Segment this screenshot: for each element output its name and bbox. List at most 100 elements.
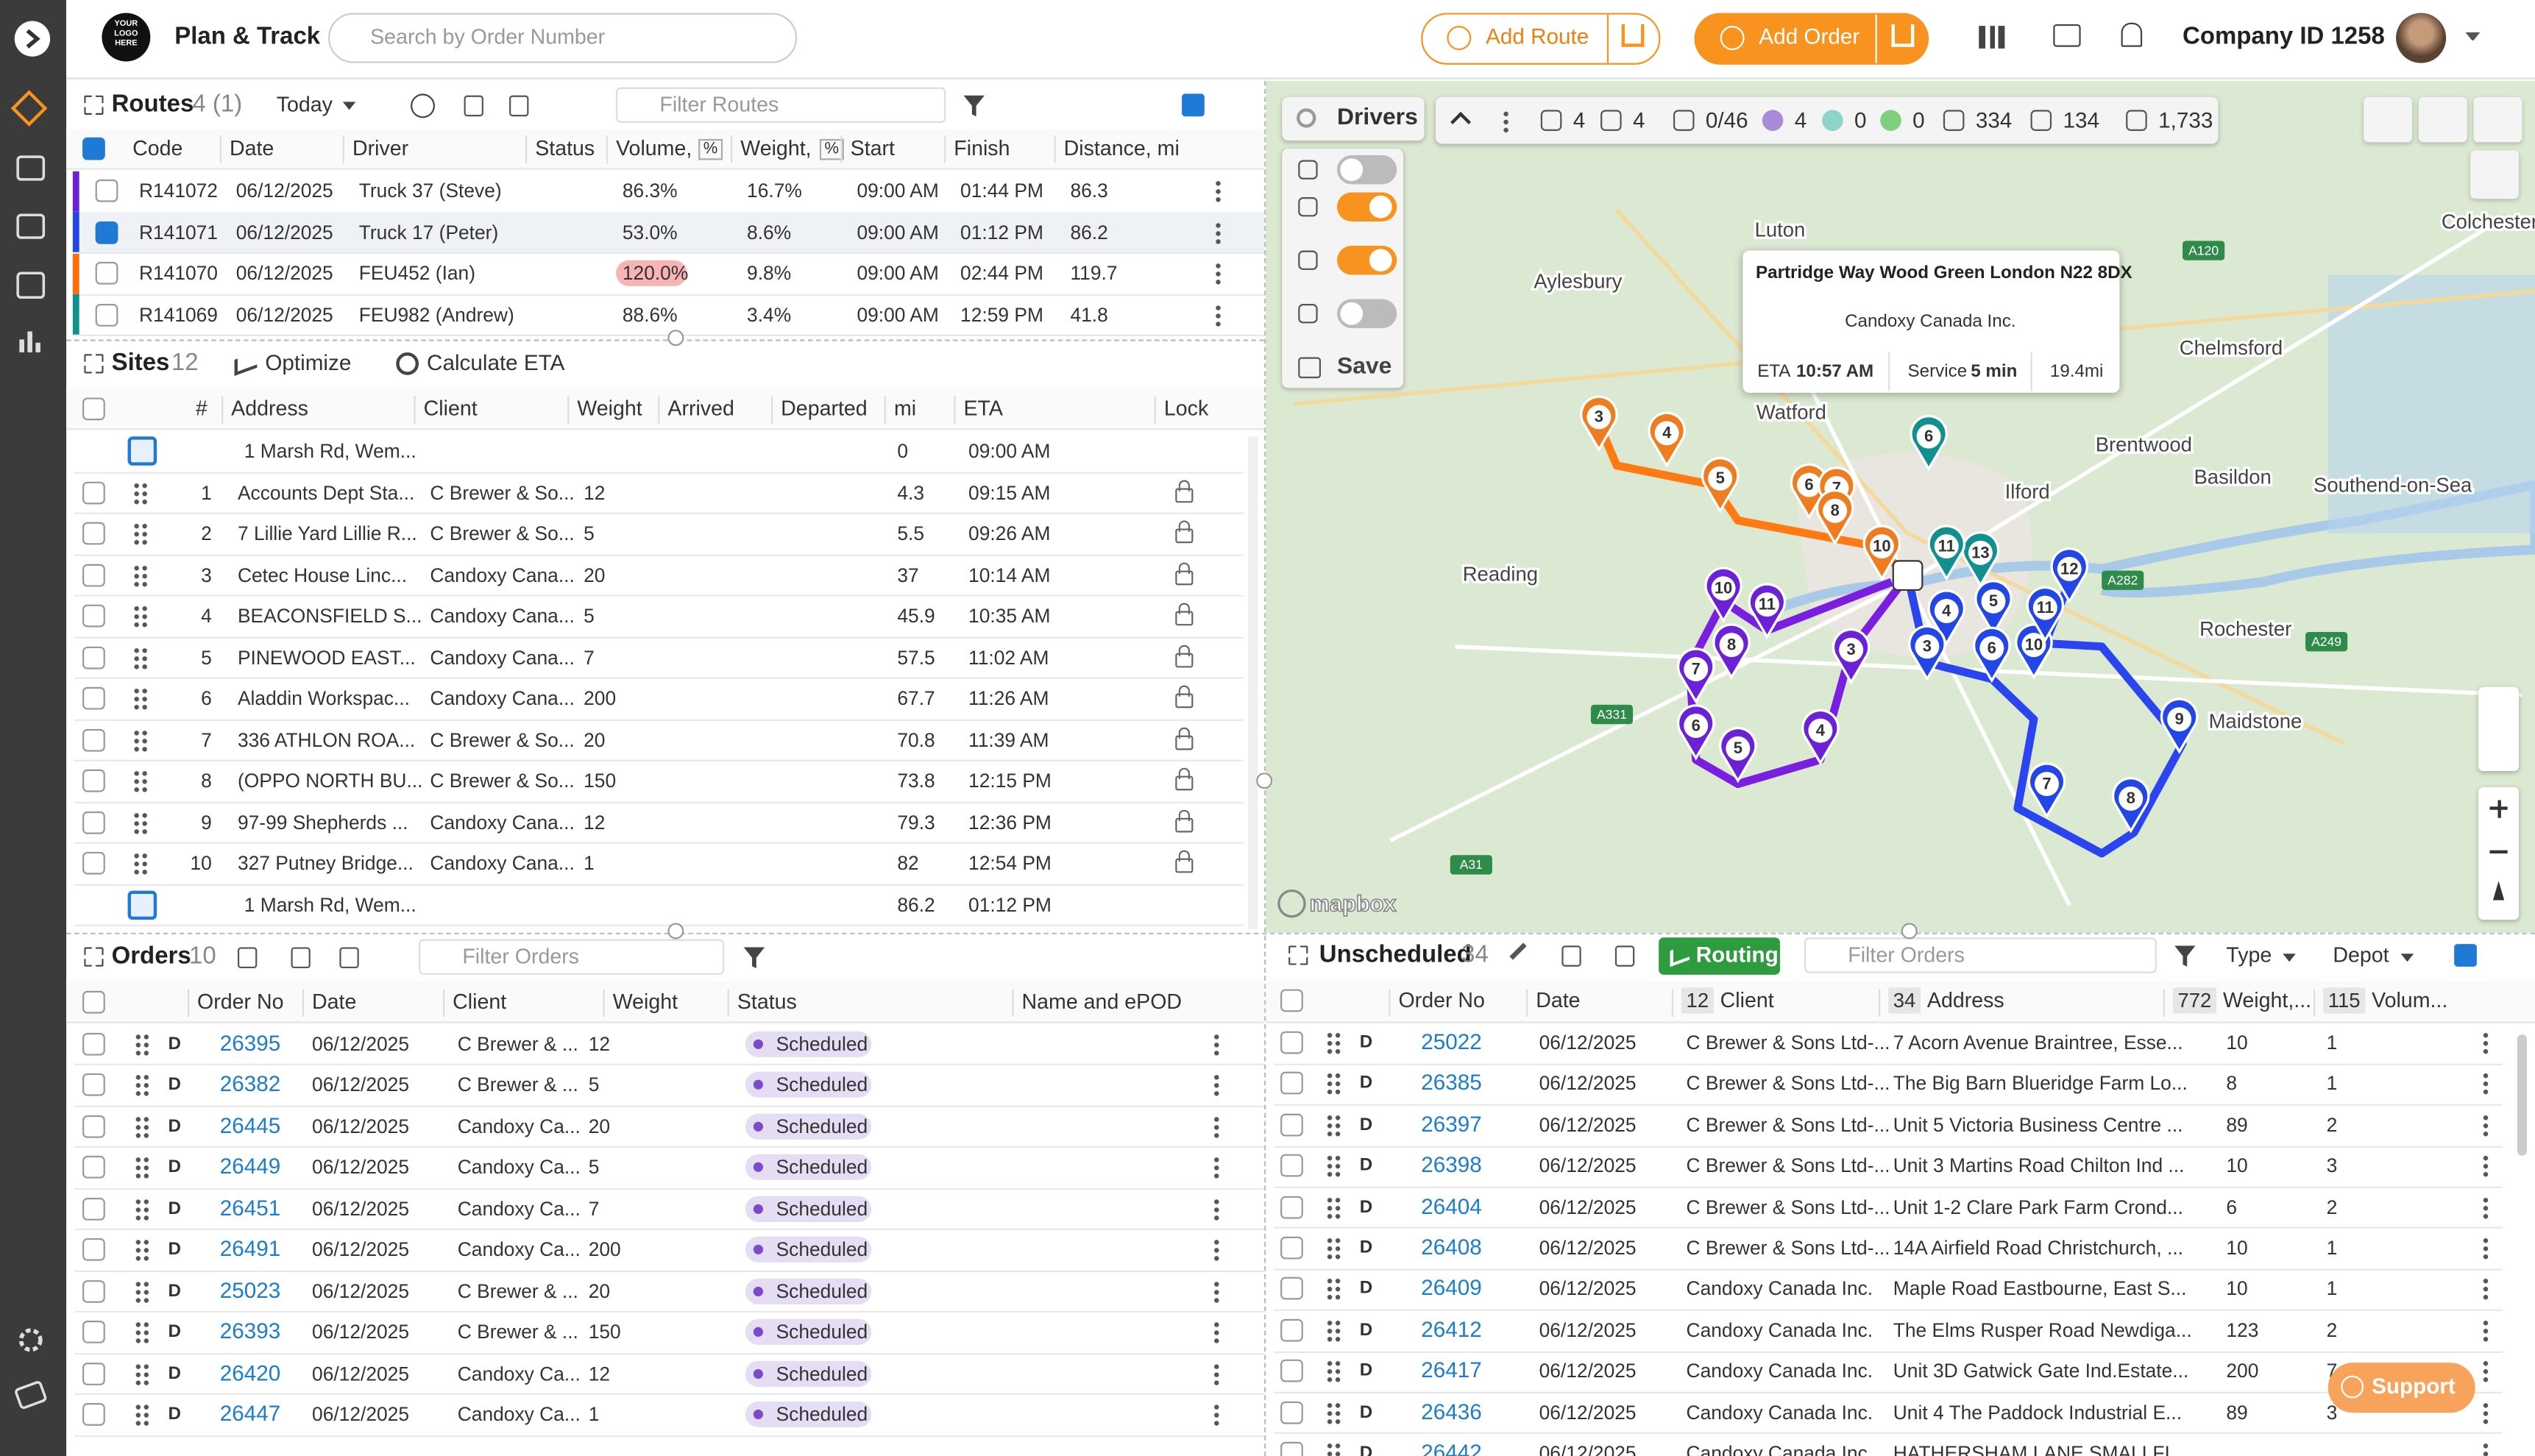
order-link[interactable]: 26398 [1421,1152,1482,1177]
bell-icon[interactable] [509,95,529,117]
row-menu[interactable] [2481,1318,2489,1343]
period-select[interactable]: Today [276,92,333,117]
row-menu[interactable] [1211,1237,1220,1263]
checkbox[interactable] [95,303,118,327]
row-menu[interactable] [1213,221,1222,246]
checkbox[interactable] [82,480,105,504]
row-menu[interactable] [1213,179,1222,204]
bell-icon[interactable] [339,947,359,969]
order-link[interactable]: 26447 [219,1401,281,1426]
checkbox[interactable] [95,262,118,285]
order-link[interactable]: 26436 [1421,1399,1482,1424]
order-link[interactable]: 26442 [1421,1440,1482,1456]
row-menu[interactable] [2481,1031,2489,1056]
order-link[interactable]: 26404 [1421,1193,1482,1218]
drag-handle[interactable] [1325,1277,1342,1302]
drag-handle[interactable] [132,769,149,794]
checkbox[interactable] [82,728,105,751]
settings-control[interactable] [2470,150,2520,199]
bell-icon[interactable] [2121,22,2143,47]
row-menu[interactable] [1213,262,1222,287]
filter-box[interactable] [616,87,946,123]
order-link[interactable]: 26397 [1421,1112,1482,1137]
row-menu[interactable] [1211,1073,1220,1098]
drag-handle[interactable] [132,522,149,547]
order-link[interactable]: 26420 [219,1360,281,1385]
checkbox[interactable] [1280,1318,1303,1342]
row-menu[interactable] [1213,303,1222,328]
checkbox[interactable] [82,1237,105,1261]
drag-handle[interactable] [1325,1031,1342,1056]
expand-icon[interactable] [84,947,104,967]
checkbox[interactable] [82,604,105,628]
filter-box[interactable] [419,939,725,975]
drag-handle[interactable] [134,1114,151,1139]
checkbox[interactable] [82,769,105,792]
depot-select[interactable]: Depot [2333,942,2389,967]
draw-controls[interactable] [2478,686,2520,772]
drag-handle[interactable] [134,1321,151,1345]
expand-button[interactable] [14,21,51,57]
row-menu[interactable] [1500,110,1509,135]
checkbox[interactable] [82,522,105,545]
help-icon[interactable] [15,1381,47,1409]
expand-icon[interactable] [84,95,104,115]
delete-icon[interactable] [291,947,311,969]
drag-handle[interactable] [132,480,149,505]
drag-handle[interactable] [1325,1236,1342,1261]
drag-handle[interactable] [132,645,149,670]
row-menu[interactable] [2481,1400,2489,1425]
checkbox[interactable] [82,1031,105,1055]
order-link[interactable]: 26393 [219,1318,281,1343]
filter-icon[interactable] [743,947,765,969]
checkbox[interactable] [95,179,118,202]
delete-icon[interactable] [464,95,483,117]
map-control[interactable] [2473,96,2522,143]
row-menu[interactable] [2481,1441,2489,1456]
columns-icon[interactable] [1979,26,2005,49]
drag-handle[interactable] [1325,1400,1342,1425]
drag-handle[interactable] [132,851,149,876]
row-menu[interactable] [2481,1195,2489,1220]
drag-handle[interactable] [132,810,149,835]
drag-handle[interactable] [134,1403,151,1428]
row-menu[interactable] [1211,1196,1220,1221]
row-menu[interactable] [1211,1114,1220,1139]
order-link[interactable]: 26385 [1421,1070,1482,1095]
row-menu[interactable] [2481,1154,2489,1179]
order-link[interactable]: 26409 [1421,1276,1482,1301]
delete-icon[interactable] [1614,945,1635,967]
checkbox[interactable] [82,563,105,586]
export-icon[interactable] [1182,93,1205,117]
checkbox-all[interactable] [82,137,105,160]
map-control[interactable] [2364,96,2413,143]
row-menu[interactable] [1211,1155,1220,1180]
order-link[interactable]: 26449 [219,1154,281,1179]
checkbox[interactable] [82,990,105,1014]
clear-icon[interactable] [411,93,436,118]
drag-handle[interactable] [1325,1195,1342,1220]
row-menu[interactable] [1211,1279,1220,1304]
save-button[interactable]: Save [1336,354,1392,380]
copy-icon[interactable] [1561,945,1581,967]
row-menu[interactable] [2481,1113,2489,1138]
row-menu[interactable] [2481,1236,2489,1261]
checkbox[interactable] [1280,1154,1303,1177]
expand-icon[interactable] [84,354,104,374]
filter-box[interactable] [1804,937,2157,973]
checkbox[interactable] [82,1279,105,1302]
order-link[interactable]: 26417 [1421,1357,1482,1382]
checkbox[interactable] [82,645,105,669]
icon[interactable] [16,271,46,299]
checkbox[interactable] [1280,1072,1303,1095]
calculate-eta-button[interactable]: Calculate ETA [427,350,565,375]
checkbox[interactable] [95,221,118,244]
expand-icon[interactable] [1288,945,1308,965]
filter-icon[interactable] [2174,945,2196,967]
checkbox[interactable] [82,1403,105,1426]
order-link[interactable]: 26408 [1421,1235,1482,1260]
icon[interactable] [16,213,46,239]
checkbox[interactable] [1280,989,1303,1012]
checkbox[interactable] [82,1073,105,1096]
row-menu[interactable] [1211,1031,1220,1057]
